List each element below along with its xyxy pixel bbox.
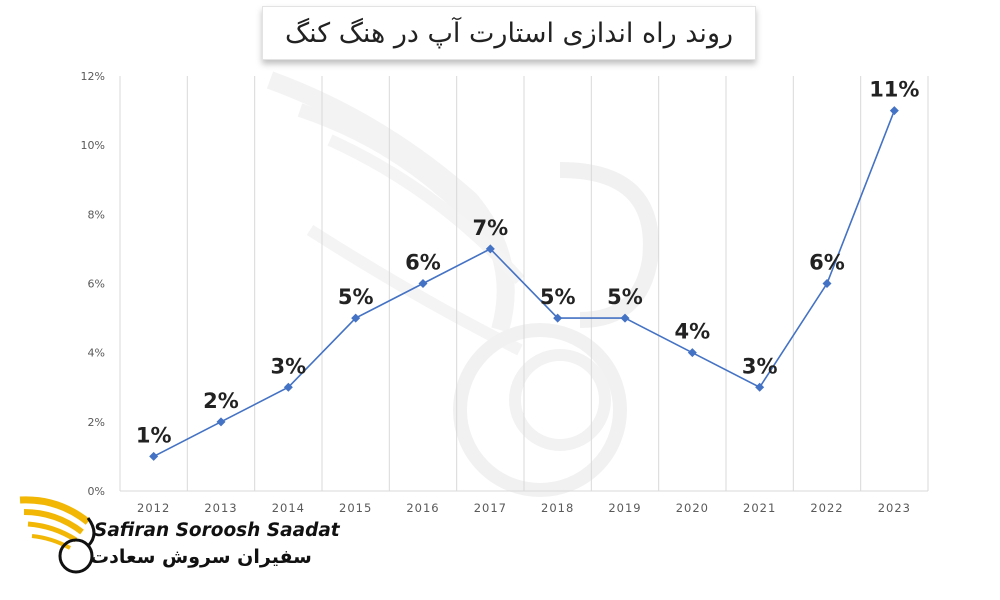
data-point-marker	[485, 244, 495, 254]
y-tick-label: 10%	[81, 139, 105, 152]
logo-persian-text: سفیران سروش سعادت	[90, 546, 312, 568]
x-axis-ticks: 2012 2013 2014 2015 2016 2017 2018 2019 2020 2021…	[137, 501, 911, 515]
x-tick-label: 2018	[541, 501, 574, 515]
data-point-marker	[149, 451, 159, 461]
y-tick-label: 6%	[88, 278, 105, 291]
data-label: 3%	[271, 354, 307, 378]
x-tick-label: 2016	[406, 501, 439, 515]
data-point-marker	[283, 382, 293, 392]
data-label: 5%	[607, 285, 643, 309]
data-label: 6%	[405, 251, 441, 275]
logo-english-text: Safiran Soroosh Saadat	[94, 520, 340, 541]
y-tick-label: 8%	[88, 208, 105, 221]
x-tick-label: 2012	[137, 501, 170, 515]
data-point-marker	[687, 348, 697, 358]
data-point-marker	[418, 279, 428, 288]
chart-title: روند راه اندازی استارت آپ در هنگ کنگ	[262, 6, 756, 60]
x-tick-label: 2021	[743, 501, 776, 515]
x-tick-label: 2019	[608, 501, 641, 515]
data-point-marker	[755, 382, 765, 392]
x-tick-label: 2013	[204, 501, 237, 515]
y-axis-ticks: 0% 2% 4% 6% 8% 10% 12%	[81, 70, 105, 498]
wing-logo-icon	[19, 496, 96, 574]
x-tick-label: 2015	[339, 501, 372, 515]
data-label: 6%	[809, 251, 845, 275]
data-point-marker	[620, 313, 630, 323]
y-tick-label: 4%	[88, 347, 105, 360]
y-tick-label: 2%	[88, 416, 105, 429]
watermark-emblem	[266, 71, 659, 497]
data-label: 7%	[473, 216, 509, 240]
data-label: 1%	[136, 423, 172, 447]
data-label: 2%	[203, 389, 239, 413]
y-tick-label: 12%	[81, 70, 105, 83]
data-point-marker	[822, 279, 832, 288]
data-point-marker	[216, 417, 226, 427]
x-tick-label: 2023	[878, 501, 911, 515]
x-tick-label: 2022	[810, 501, 843, 515]
series-line	[153, 110, 896, 458]
series-markers	[149, 106, 899, 461]
data-point-marker	[889, 106, 899, 116]
data-label: 5%	[338, 285, 374, 309]
data-label: 11%	[869, 78, 919, 102]
data-label: 5%	[540, 285, 576, 309]
data-point-marker	[351, 313, 361, 323]
data-labels: 1% 2% 3% 5% 6% 7% 5% 5% 4% 3% 6% 11%	[136, 78, 920, 448]
company-logo: Safiran Soroosh Saadat سفیران سروش سعادت	[18, 494, 340, 594]
data-label: 3%	[742, 354, 778, 378]
data-label: 4%	[675, 320, 711, 344]
x-tick-label: 2020	[676, 501, 709, 515]
x-tick-label: 2014	[272, 501, 305, 515]
x-tick-label: 2017	[474, 501, 507, 515]
y-tick-label: 0%	[88, 485, 105, 498]
chart-gridlines	[119, 76, 929, 492]
data-point-marker	[553, 313, 563, 323]
